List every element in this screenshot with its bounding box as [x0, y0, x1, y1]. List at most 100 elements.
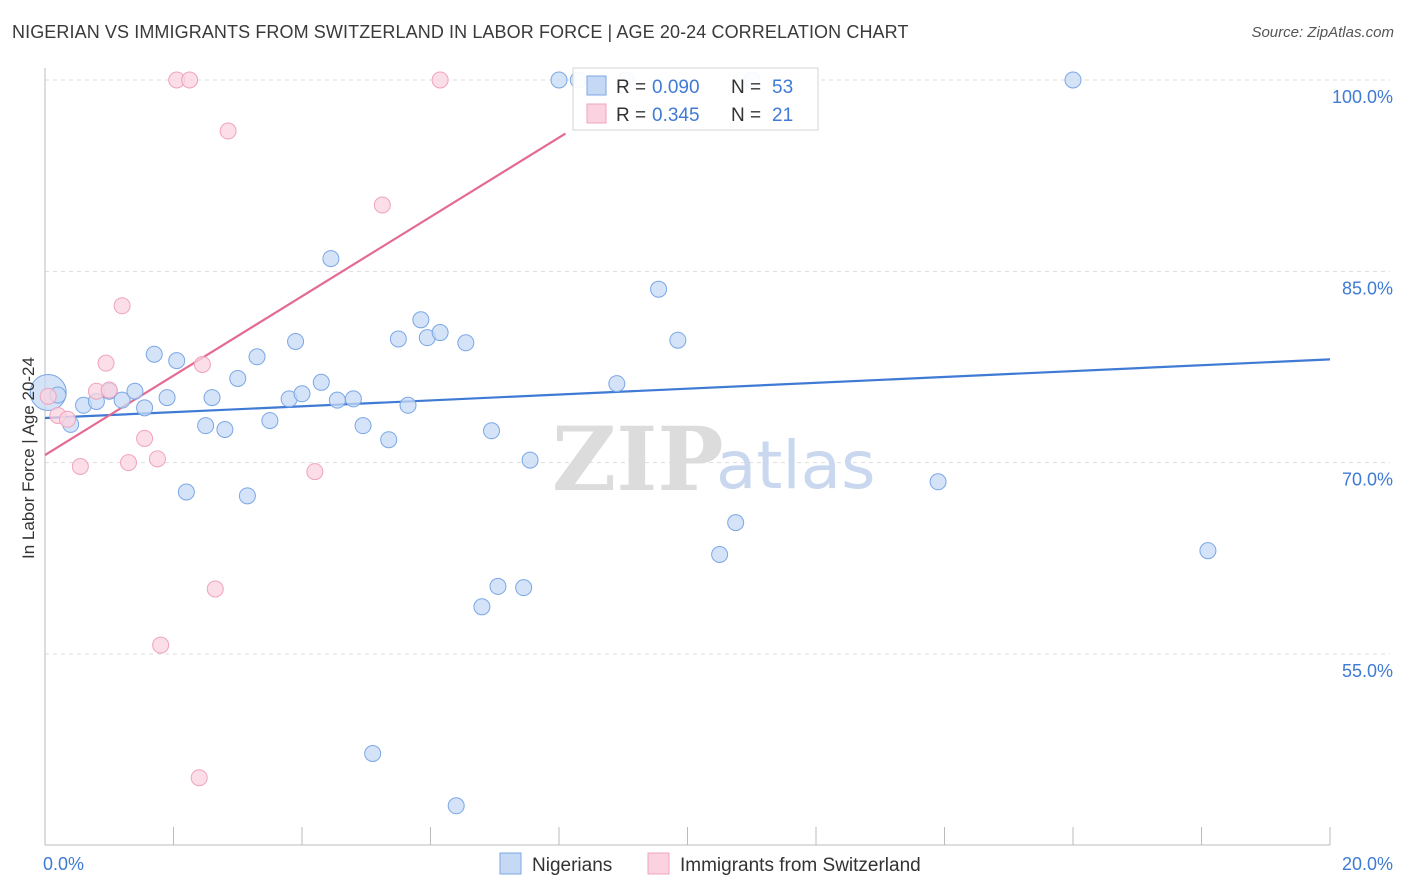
stats-r-value: 0.090	[652, 77, 700, 98]
data-point	[608, 375, 626, 393]
data-point	[71, 457, 89, 475]
watermark: ZIP atlas	[552, 407, 876, 511]
data-point	[489, 577, 507, 595]
data-point	[727, 514, 745, 532]
legend: Nigerians Immigrants from Switzerland	[499, 852, 921, 876]
data-point	[193, 355, 211, 373]
data-point	[473, 598, 491, 616]
data-point	[120, 454, 138, 472]
trendline-nigerians	[44, 358, 1331, 420]
data-point	[344, 390, 362, 408]
data-point	[216, 421, 234, 439]
data-point	[136, 399, 154, 417]
data-point	[248, 348, 266, 366]
y-tick-label: 55.0%	[1342, 661, 1393, 681]
x-tick-label: 0.0%	[43, 854, 84, 874]
data-point	[431, 324, 449, 342]
data-point	[1199, 542, 1217, 560]
data-point	[58, 410, 76, 428]
data-point	[669, 331, 687, 349]
stats-n-label: N =	[731, 105, 761, 126]
data-point	[711, 546, 729, 564]
stats-swatch	[586, 75, 607, 96]
trendline-switzerland	[44, 132, 567, 456]
data-point	[483, 422, 501, 440]
data-point	[399, 396, 417, 414]
data-point	[1064, 71, 1082, 89]
ticks-layer: 100.0% 85.0% 70.0% 55.0% 0.0% 20.0%	[43, 87, 1393, 874]
data-point	[203, 389, 221, 407]
series-switzerland	[39, 71, 449, 787]
data-point	[113, 297, 131, 315]
y-tick-label: 70.0%	[1342, 470, 1393, 490]
data-point	[373, 196, 391, 214]
data-point	[650, 280, 668, 298]
grid-layer	[45, 79, 1390, 655]
stats-n-label: N =	[731, 77, 761, 98]
y-tick-label: 100.0%	[1332, 87, 1393, 107]
data-point	[113, 391, 131, 409]
data-point	[136, 429, 154, 447]
data-point	[306, 463, 324, 481]
data-point	[521, 451, 539, 469]
data-point	[238, 487, 256, 505]
data-point	[389, 330, 407, 348]
data-point	[158, 389, 176, 407]
source-label: Source: ZipAtlas.com	[1251, 24, 1394, 41]
data-point	[412, 311, 430, 329]
points-layer	[29, 71, 1217, 815]
data-point	[515, 579, 533, 597]
stats-box-frame	[572, 67, 819, 131]
stats-r-value: 0.345	[652, 105, 700, 126]
data-point	[380, 431, 398, 449]
data-point	[364, 744, 382, 762]
data-point	[197, 417, 215, 435]
axis-layer	[44, 68, 1331, 846]
data-point	[447, 797, 465, 815]
data-point	[177, 483, 195, 501]
data-point	[293, 385, 311, 403]
data-point	[322, 250, 340, 268]
data-point	[126, 382, 144, 400]
watermark-zip: ZIP	[552, 407, 724, 511]
data-point	[148, 450, 166, 468]
data-point	[100, 381, 118, 399]
legend-swatch	[647, 852, 670, 875]
legend-swatch	[499, 852, 522, 875]
data-point	[261, 412, 279, 430]
data-point	[181, 71, 199, 89]
stats-r-label: R =	[616, 105, 646, 126]
data-point	[457, 334, 475, 352]
stats-n-value: 53	[772, 77, 793, 98]
stats-r-label: R =	[616, 77, 646, 98]
data-point	[929, 473, 947, 491]
data-point	[97, 354, 115, 372]
data-point	[168, 352, 186, 370]
legend-item-label: Nigerians	[532, 855, 612, 876]
x-tick-label: 20.0%	[1342, 854, 1393, 874]
data-point	[152, 636, 170, 654]
data-point	[190, 769, 208, 787]
stats-swatch	[586, 103, 607, 124]
data-point	[328, 391, 346, 409]
data-point	[206, 580, 224, 598]
y-tick-label: 85.0%	[1342, 278, 1393, 298]
data-point	[39, 387, 57, 405]
legend-item-label: Immigrants from Switzerland	[680, 855, 921, 876]
data-point	[312, 373, 330, 391]
trend-layer	[44, 132, 1331, 456]
data-point	[550, 71, 568, 89]
y-axis-label-group: In Labor Force | Age 20-24	[19, 357, 38, 559]
stats-n-value: 21	[772, 105, 793, 126]
data-point	[145, 345, 163, 363]
data-point	[229, 369, 247, 387]
data-point	[431, 71, 449, 89]
chart-title: NIGERIAN VS IMMIGRANTS FROM SWITZERLAND …	[12, 22, 909, 42]
data-point	[354, 417, 372, 435]
y-axis-label: In Labor Force | Age 20-24	[19, 357, 38, 559]
data-point	[219, 122, 237, 140]
stats-box: R = 0.090 N = 53 R = 0.345 N = 21	[572, 67, 819, 131]
data-point	[287, 332, 305, 350]
watermark-atlas: atlas	[716, 427, 876, 504]
